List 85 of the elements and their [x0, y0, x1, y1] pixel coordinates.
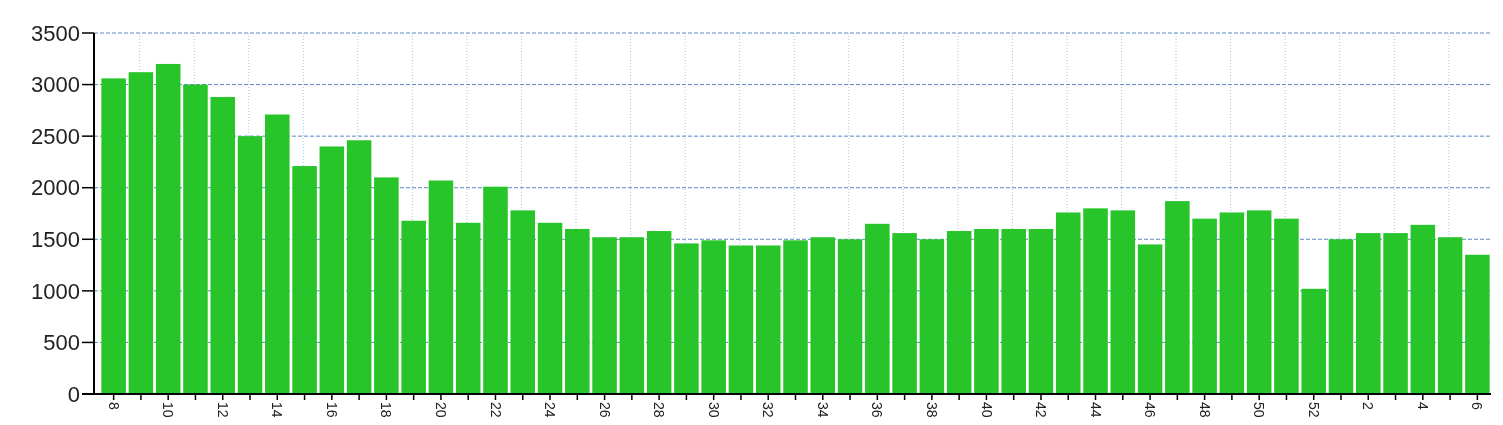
- y-tick-label: 3500: [31, 20, 80, 46]
- bar: [1110, 210, 1136, 394]
- bar: [155, 63, 181, 394]
- y-tick-label: 0: [67, 381, 80, 407]
- x-tick-label: 4: [1414, 402, 1431, 410]
- bar: [946, 231, 972, 394]
- x-tick-label: 30: [705, 402, 722, 418]
- bar: [728, 245, 754, 394]
- x-tick-label: 12: [214, 402, 231, 418]
- y-tick-label: 2500: [31, 123, 80, 149]
- bar: [183, 84, 208, 394]
- x-tick-label: 38: [923, 402, 940, 418]
- bar: [619, 237, 645, 394]
- bar: [919, 239, 945, 394]
- bar: [292, 166, 317, 394]
- bar: [892, 233, 917, 394]
- bar: [101, 78, 126, 394]
- bar: [1028, 228, 1054, 394]
- bar: [401, 220, 426, 394]
- bar: [510, 210, 536, 394]
- x-tick-label: 18: [378, 402, 395, 418]
- x-tick-label: 22: [487, 402, 504, 418]
- bar: [1083, 208, 1108, 394]
- x-tick-label: 28: [651, 402, 668, 418]
- x-tick-label: 52: [1305, 402, 1322, 418]
- bar: [701, 240, 726, 394]
- bar: [1465, 254, 1490, 394]
- bar: [865, 223, 890, 394]
- bar: [592, 237, 617, 394]
- x-tick-label: 46: [1142, 402, 1159, 418]
- y-tick-label: 3000: [31, 72, 80, 98]
- bar: [974, 228, 999, 394]
- x-tick-label: 2: [1360, 402, 1377, 410]
- x-tick-label: 6: [1469, 402, 1486, 410]
- bar: [1219, 212, 1245, 394]
- x-tick-label: 48: [1196, 402, 1213, 418]
- bar: [755, 245, 781, 394]
- bar: [674, 243, 699, 394]
- x-tick-label: 50: [1251, 402, 1268, 418]
- bar: [783, 240, 808, 394]
- bar: [1055, 212, 1081, 394]
- x-tick-label: 36: [869, 402, 886, 418]
- y-tick-label: 2000: [31, 175, 80, 201]
- bar: [483, 186, 508, 394]
- bar: [374, 177, 399, 394]
- bar: [1137, 244, 1163, 394]
- x-tick-label: 14: [269, 402, 286, 418]
- x-tick-label: 10: [160, 402, 177, 418]
- bar: [319, 146, 345, 394]
- x-tick-label: 42: [1033, 402, 1050, 418]
- bar: [428, 180, 454, 394]
- x-tick-label: 24: [542, 402, 559, 418]
- x-tick-label: 44: [1087, 402, 1104, 418]
- bar: [1437, 237, 1463, 394]
- bar: [128, 72, 154, 394]
- y-tick-label: 500: [43, 330, 80, 356]
- bar: [1383, 233, 1408, 394]
- x-tick-label: 20: [433, 402, 450, 418]
- x-tick-label: 16: [323, 402, 340, 418]
- bar: [1410, 224, 1436, 394]
- bar: [455, 222, 481, 394]
- bar: [646, 231, 672, 394]
- bar: [1165, 201, 1190, 394]
- bar: [537, 222, 563, 394]
- bar: [1192, 218, 1217, 394]
- bar: [265, 114, 290, 394]
- bar: [1001, 228, 1026, 394]
- x-tick-label: 40: [978, 402, 995, 418]
- x-tick-label: 26: [596, 402, 613, 418]
- y-tick-label: 1000: [31, 278, 80, 304]
- bar: [346, 140, 372, 394]
- bar: [810, 237, 836, 394]
- bar: [237, 136, 263, 394]
- x-tick-label: 8: [105, 402, 122, 410]
- bar: [565, 228, 590, 394]
- bar: [1355, 233, 1381, 394]
- bar: [1301, 288, 1326, 394]
- bar: [1274, 218, 1299, 394]
- bar: [1328, 239, 1354, 394]
- bar: [1246, 210, 1272, 394]
- y-tick-label: 1500: [31, 226, 80, 252]
- bar: [837, 239, 863, 394]
- x-tick-label: 34: [814, 402, 831, 418]
- bar: [210, 96, 236, 394]
- x-tick-label: 32: [760, 402, 777, 418]
